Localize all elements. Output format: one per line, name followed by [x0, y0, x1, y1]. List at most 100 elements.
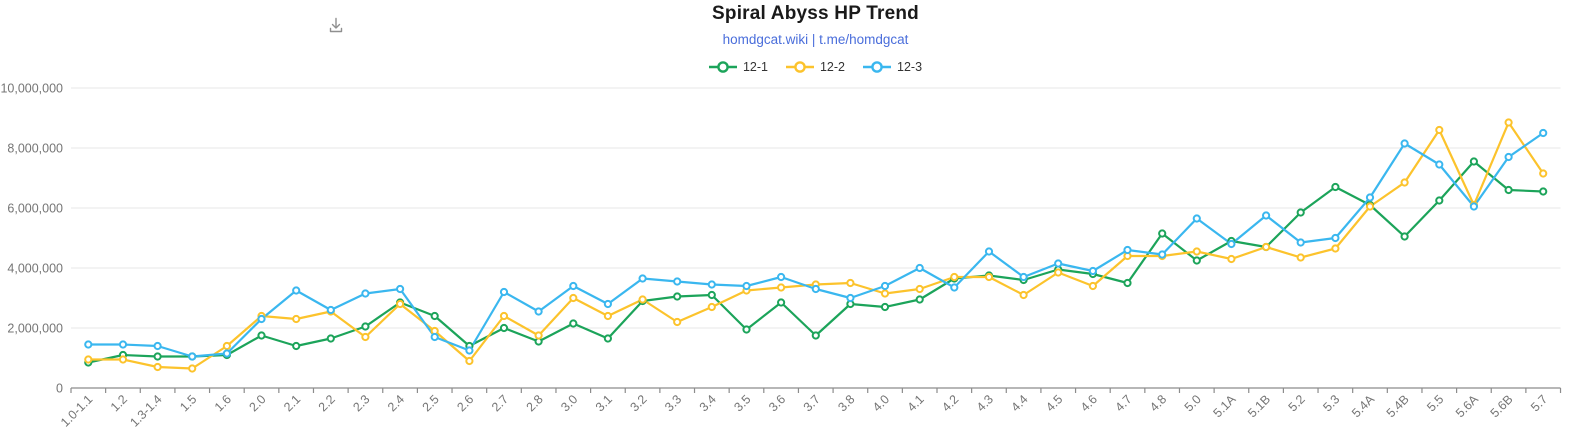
data-point-12-3[interactable]: [1192, 214, 1201, 223]
data-point-12-2[interactable]: [188, 364, 197, 373]
data-point-12-1[interactable]: [1123, 278, 1132, 288]
data-point-12-2[interactable]: [1400, 178, 1409, 187]
data-point-12-2[interactable]: [1088, 281, 1098, 291]
data-point-12-2[interactable]: [1262, 242, 1271, 252]
data-point-12-3[interactable]: [673, 277, 682, 286]
data-point-12-2[interactable]: [1331, 244, 1340, 253]
data-point-12-2[interactable]: [880, 289, 890, 298]
data-point-12-2[interactable]: [1227, 254, 1236, 264]
data-point-12-2[interactable]: [1435, 125, 1444, 135]
data-point-12-2[interactable]: [673, 317, 682, 327]
data-point-12-3[interactable]: [292, 286, 301, 295]
save-as-image-button[interactable]: [324, 14, 348, 38]
data-point-12-1[interactable]: [292, 341, 301, 351]
data-point-12-2[interactable]: [465, 356, 474, 366]
data-point-12-2[interactable]: [1504, 118, 1513, 127]
data-point-12-2[interactable]: [707, 302, 716, 312]
data-point-12-3[interactable]: [84, 340, 93, 349]
data-point-12-3[interactable]: [257, 314, 266, 324]
data-point-12-2[interactable]: [950, 272, 959, 282]
data-point-12-3[interactable]: [811, 284, 820, 294]
data-point-12-2[interactable]: [984, 272, 994, 282]
data-point-12-3[interactable]: [396, 284, 405, 294]
chart-subtitle-link[interactable]: homdgcat.wiki | t.me/homdgcat: [722, 32, 909, 47]
data-point-12-3[interactable]: [1227, 239, 1236, 249]
data-point-12-2[interactable]: [153, 362, 162, 372]
data-point-12-1[interactable]: [777, 298, 786, 307]
data-point-12-3[interactable]: [777, 272, 786, 282]
data-point-12-3[interactable]: [465, 346, 474, 355]
data-point-12-3[interactable]: [222, 349, 231, 358]
data-point-12-2[interactable]: [1054, 268, 1063, 277]
data-point-12-2[interactable]: [84, 355, 93, 364]
data-point-12-3[interactable]: [569, 281, 578, 291]
data-point-12-2[interactable]: [1365, 202, 1375, 211]
data-point-12-2[interactable]: [534, 331, 543, 340]
data-point-12-2[interactable]: [1192, 247, 1201, 256]
data-point-12-1[interactable]: [1331, 182, 1340, 192]
data-point-12-2[interactable]: [361, 332, 370, 342]
data-point-12-3[interactable]: [1262, 211, 1271, 220]
data-point-12-1[interactable]: [880, 302, 890, 312]
data-point-12-2[interactable]: [499, 311, 509, 321]
data-point-12-3[interactable]: [742, 281, 751, 291]
data-point-12-3[interactable]: [1019, 272, 1028, 282]
data-point-12-3[interactable]: [880, 281, 890, 291]
data-point-12-1[interactable]: [915, 295, 924, 304]
data-point-12-3[interactable]: [950, 283, 959, 292]
data-point-12-2[interactable]: [915, 284, 924, 294]
data-point-12-1[interactable]: [361, 322, 370, 331]
data-point-12-3[interactable]: [1054, 259, 1063, 268]
data-point-12-3[interactable]: [638, 274, 647, 283]
data-point-12-3[interactable]: [1158, 250, 1167, 259]
data-point-12-2[interactable]: [1296, 253, 1305, 262]
data-point-12-3[interactable]: [534, 307, 543, 316]
data-point-12-1[interactable]: [1435, 196, 1444, 205]
data-point-12-2[interactable]: [396, 299, 405, 309]
legend-item-12-3[interactable]: 12-3: [863, 60, 922, 74]
data-point-12-3[interactable]: [1435, 160, 1444, 169]
data-point-12-1[interactable]: [707, 290, 716, 300]
data-point-12-3[interactable]: [1365, 193, 1375, 202]
data-point-12-3[interactable]: [707, 280, 716, 289]
data-point-12-2[interactable]: [846, 278, 855, 288]
legend-item-12-2[interactable]: 12-2: [785, 60, 845, 74]
legend-item-12-1[interactable]: 12-1: [708, 60, 768, 74]
data-point-12-1[interactable]: [603, 334, 613, 343]
data-point-12-1[interactable]: [742, 325, 751, 334]
data-point-12-3[interactable]: [1539, 128, 1548, 138]
data-point-12-1[interactable]: [257, 331, 266, 340]
data-point-12-3[interactable]: [361, 289, 370, 298]
data-point-12-3[interactable]: [499, 287, 509, 297]
data-point-12-1[interactable]: [499, 323, 509, 333]
data-point-12-2[interactable]: [1539, 169, 1548, 178]
data-point-12-1[interactable]: [1296, 208, 1305, 217]
data-point-12-1[interactable]: [326, 334, 335, 343]
data-point-12-3[interactable]: [1400, 139, 1409, 148]
data-point-12-3[interactable]: [153, 341, 162, 351]
data-point-12-3[interactable]: [1469, 202, 1479, 211]
data-point-12-3[interactable]: [1504, 152, 1513, 162]
data-point-12-1[interactable]: [1504, 185, 1513, 195]
data-point-12-1[interactable]: [153, 352, 162, 361]
data-point-12-3[interactable]: [915, 263, 924, 273]
data-point-12-1[interactable]: [811, 331, 820, 340]
data-point-12-3[interactable]: [1296, 238, 1305, 247]
data-point-12-1[interactable]: [430, 311, 439, 321]
data-point-12-2[interactable]: [222, 341, 231, 351]
data-point-12-1[interactable]: [1400, 232, 1409, 241]
data-point-12-1[interactable]: [569, 319, 578, 328]
data-point-12-2[interactable]: [603, 311, 613, 321]
data-point-12-3[interactable]: [188, 352, 197, 361]
data-point-12-1[interactable]: [1192, 256, 1201, 265]
data-point-12-3[interactable]: [846, 293, 855, 303]
data-point-12-3[interactable]: [326, 305, 335, 315]
data-point-12-3[interactable]: [1088, 266, 1098, 276]
data-point-12-3[interactable]: [1331, 233, 1340, 243]
data-point-12-3[interactable]: [430, 332, 439, 342]
data-point-12-3[interactable]: [603, 299, 613, 309]
data-point-12-2[interactable]: [292, 314, 301, 324]
data-point-12-3[interactable]: [984, 247, 994, 256]
data-point-12-1[interactable]: [1158, 229, 1167, 238]
